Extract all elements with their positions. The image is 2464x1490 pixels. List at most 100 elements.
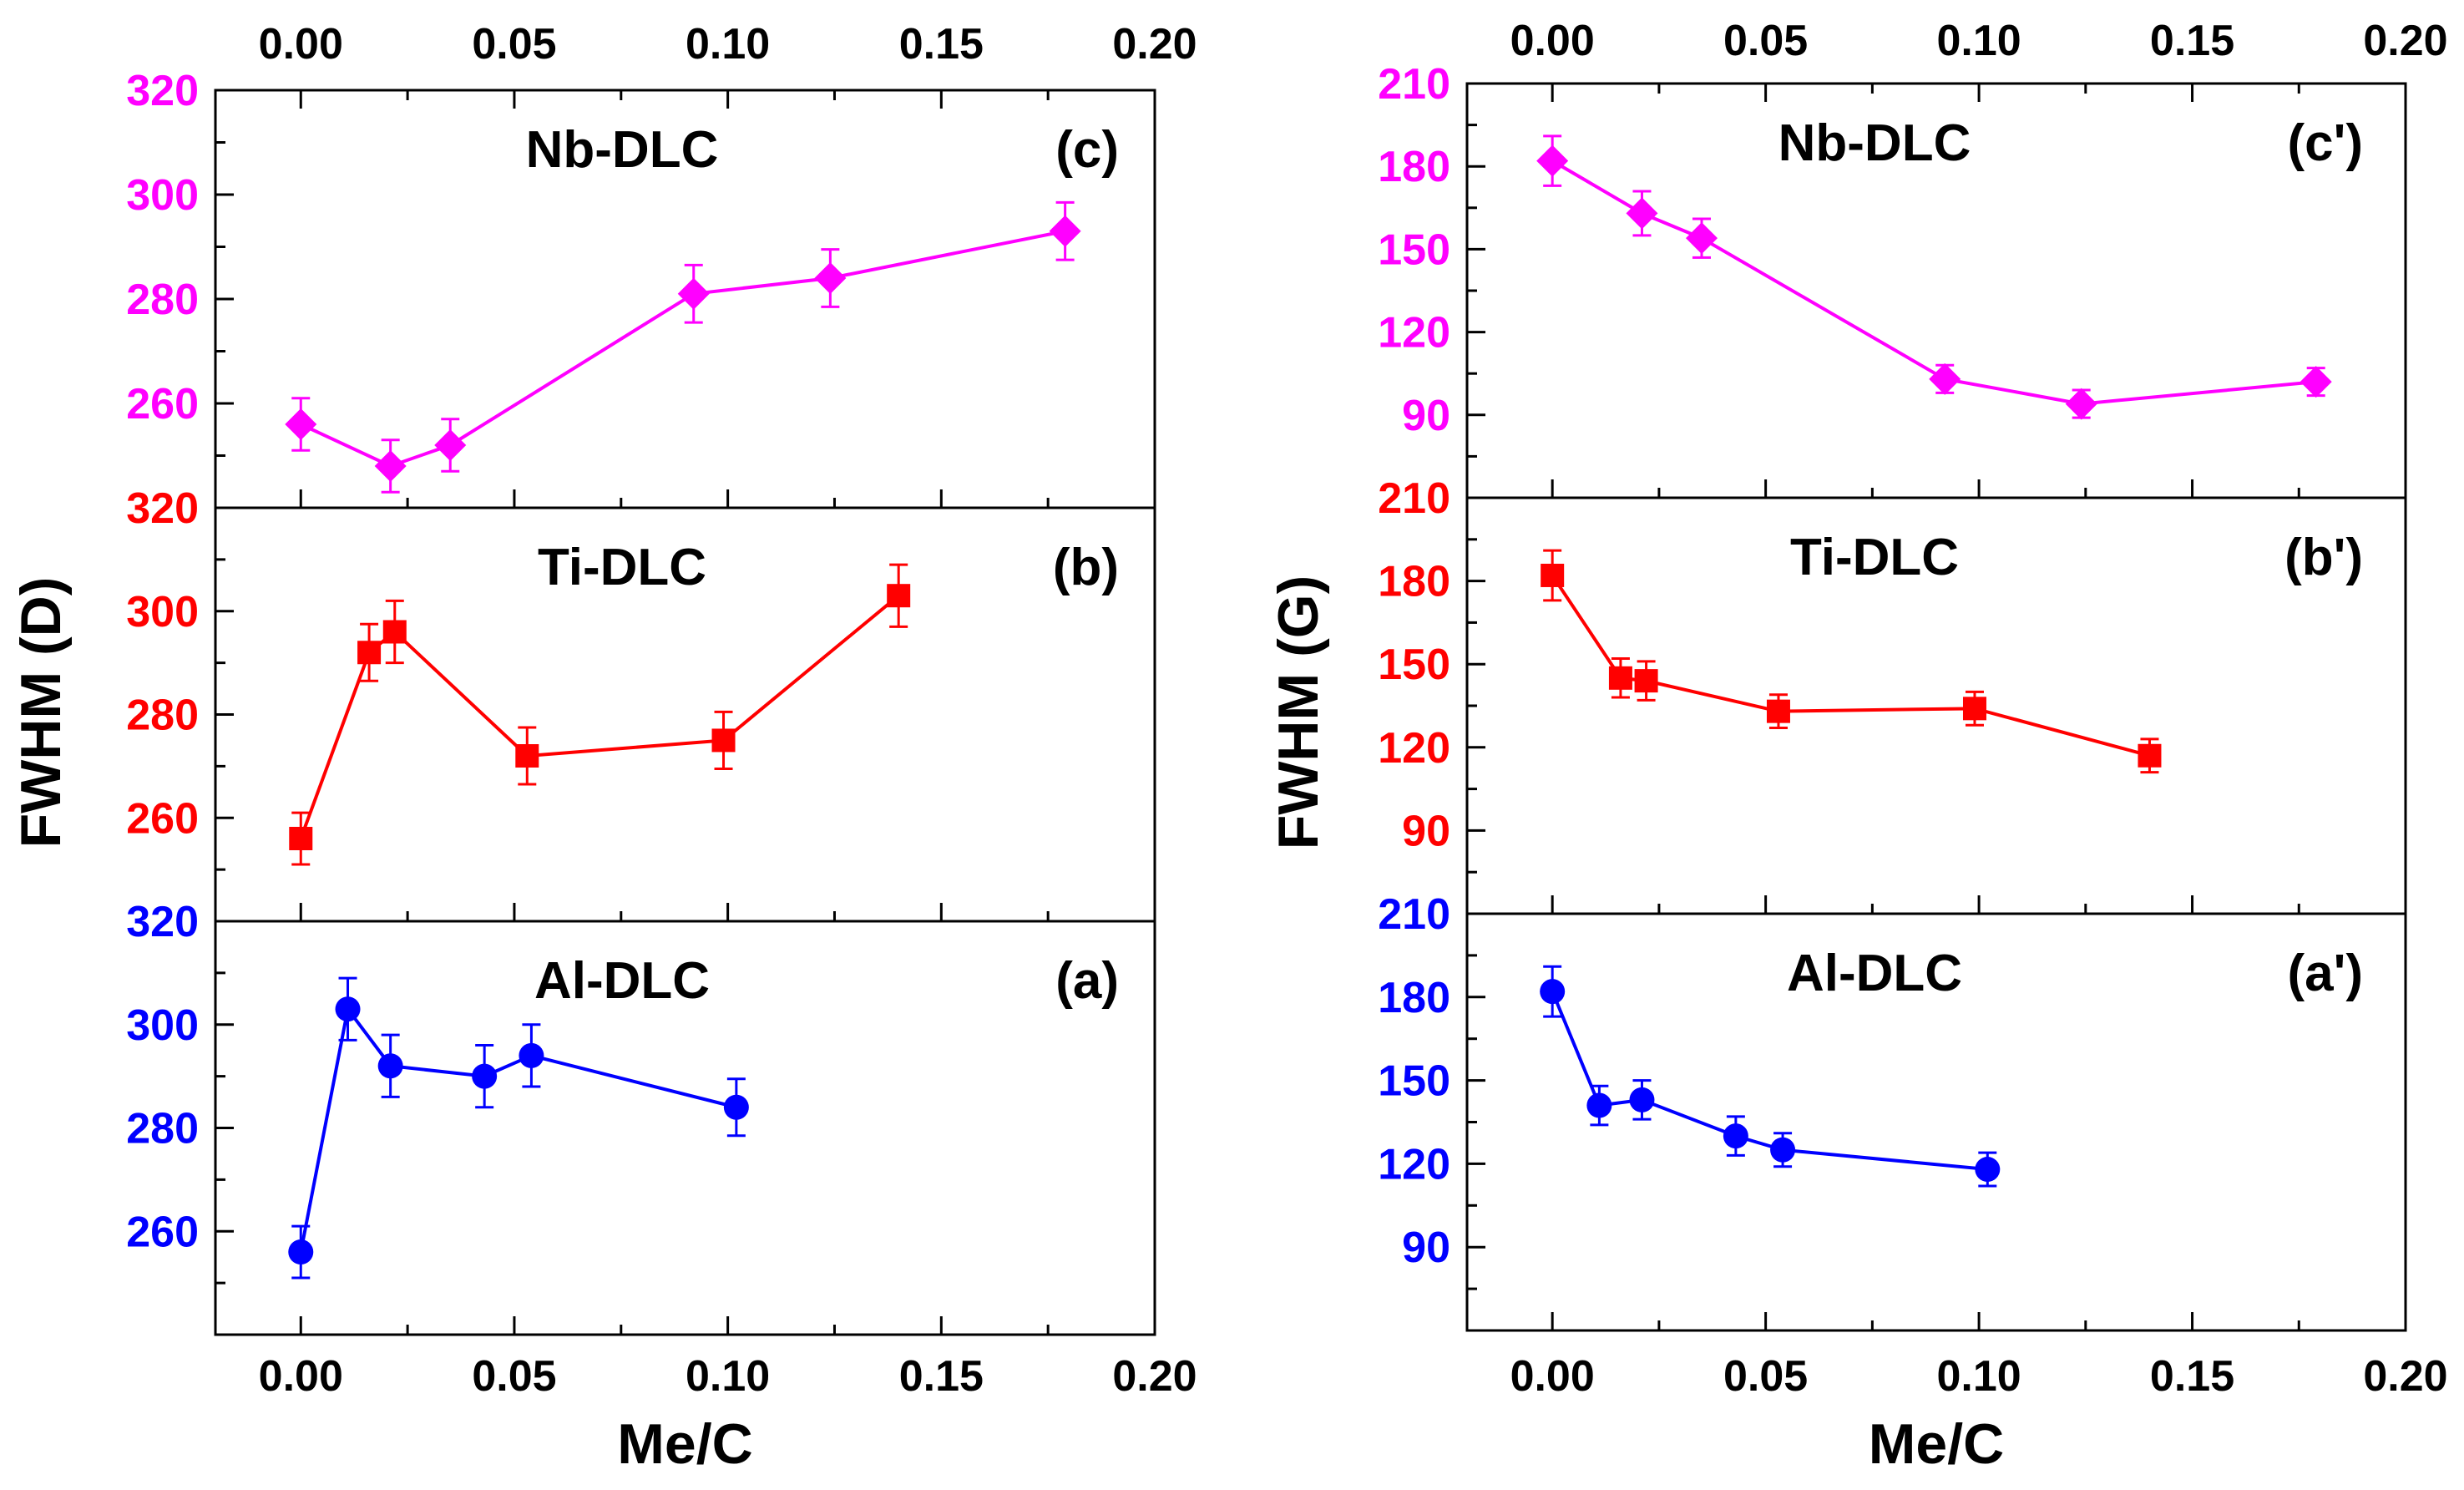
data-point bbox=[1686, 222, 1718, 255]
y-tick-label: 280 bbox=[126, 276, 199, 324]
series-line bbox=[300, 229, 1066, 469]
panel-tag: (a') bbox=[2287, 945, 2363, 1002]
x-tick-label-top: 0.10 bbox=[1936, 17, 2021, 65]
y-tick-label: 320 bbox=[126, 484, 199, 533]
data-point bbox=[1608, 666, 1632, 690]
y-tick-label: 120 bbox=[1378, 309, 1450, 357]
data-point bbox=[1541, 563, 1565, 587]
data-point bbox=[1536, 144, 1569, 177]
data-point bbox=[1626, 197, 1658, 230]
data-point bbox=[887, 584, 911, 608]
y-tick-label: 210 bbox=[1378, 474, 1450, 523]
panel-title: Ti-DLC bbox=[538, 539, 706, 596]
y-tick-label: 90 bbox=[1402, 1224, 1450, 1272]
data-point bbox=[285, 408, 317, 440]
data-point bbox=[515, 744, 539, 768]
data-point bbox=[434, 429, 467, 461]
data-point bbox=[1540, 979, 1566, 1005]
y-tick-label: 320 bbox=[126, 67, 199, 115]
data-point bbox=[1975, 1157, 2001, 1183]
x-tick-label-bottom: 0.15 bbox=[2150, 1352, 2234, 1401]
data-point bbox=[1049, 215, 1081, 247]
y-axis-title: FWHM (G) bbox=[1267, 575, 1330, 850]
x-tick-label-bottom: 0.05 bbox=[1723, 1352, 1808, 1401]
x-tick-label-bottom: 0.10 bbox=[686, 1352, 770, 1401]
data-point bbox=[723, 1094, 749, 1120]
y-tick-label: 260 bbox=[126, 1208, 199, 1256]
panel-ti-dlc: 90 120 150 180 210 Ti-DLC (b') bbox=[1378, 474, 2407, 915]
series-line bbox=[1551, 991, 1988, 1172]
data-point bbox=[1929, 362, 1961, 395]
y-tick-label: 210 bbox=[1378, 890, 1450, 939]
x-tick-label-top: 0.15 bbox=[899, 20, 984, 68]
data-point bbox=[357, 641, 382, 665]
panel-title: Al-DLC bbox=[534, 952, 710, 1010]
panel-tag: (b) bbox=[1053, 539, 1119, 596]
chart-figure-2: FWHM (G) Me/C 0.00 0.00 0.05 0.05 0.10 0.10 0.15… bbox=[1267, 17, 2448, 1476]
x-tick-label-top: 0.05 bbox=[1723, 17, 1808, 65]
data-point bbox=[1586, 1092, 1612, 1118]
y-tick-label: 150 bbox=[1378, 1057, 1450, 1106]
data-point bbox=[1629, 1087, 1655, 1112]
x-tick-label-top: 0.10 bbox=[686, 20, 770, 68]
x-tick-label-bottom: 0.00 bbox=[1510, 1352, 1595, 1401]
y-tick-label: 120 bbox=[1378, 724, 1450, 773]
y-tick-label: 260 bbox=[126, 380, 199, 428]
panel-nb-dlc: 90 120 150 180 210 Nb-DLC (c') bbox=[1378, 60, 2407, 499]
data-point bbox=[335, 996, 361, 1022]
y-tick-label: 280 bbox=[126, 1105, 199, 1153]
y-axis-title: FWHM (D) bbox=[9, 577, 73, 849]
x-axis-title: Me/C bbox=[1869, 1412, 2004, 1476]
data-point bbox=[382, 620, 407, 644]
x-tick-label-top: 0.05 bbox=[472, 20, 556, 68]
data-point bbox=[377, 1053, 403, 1079]
data-point bbox=[288, 1239, 314, 1264]
panel-al-dlc: 90 120 150 180 210 Al-DLC (a') bbox=[1378, 890, 2407, 1332]
panel-title: Nb-DLC bbox=[526, 121, 719, 179]
y-tick-label: 90 bbox=[1402, 392, 1450, 440]
panel-tag: (c) bbox=[1055, 121, 1119, 179]
x-tick-label-bottom: 0.20 bbox=[2363, 1352, 2447, 1401]
series-line bbox=[1551, 159, 2316, 406]
x-tick-label-bottom: 0.20 bbox=[1112, 1352, 1197, 1401]
panel-title: Nb-DLC bbox=[1778, 114, 1971, 172]
data-point bbox=[2300, 366, 2332, 398]
y-tick-label: 260 bbox=[126, 794, 199, 843]
data-point bbox=[1770, 1137, 1796, 1163]
data-point bbox=[374, 450, 407, 482]
x-tick-label-bottom: 0.00 bbox=[259, 1352, 343, 1401]
series-line bbox=[299, 594, 900, 839]
x-tick-label-top: 0.20 bbox=[2363, 17, 2447, 65]
panel-tag: (c') bbox=[2287, 114, 2363, 172]
data-point bbox=[1766, 699, 1790, 723]
x-axis-title: Me/C bbox=[617, 1412, 752, 1476]
data-point bbox=[1634, 669, 1658, 693]
series-line bbox=[299, 1005, 737, 1253]
y-tick-label: 150 bbox=[1378, 226, 1450, 274]
x-tick-label-top: 0.15 bbox=[2150, 17, 2234, 65]
y-tick-label: 90 bbox=[1402, 807, 1450, 855]
panel-title: Al-DLC bbox=[1787, 945, 1962, 1002]
x-tick-label-bottom: 0.15 bbox=[899, 1352, 984, 1401]
x-tick-label-top: 0.00 bbox=[1510, 17, 1595, 65]
panel-al-dlc: 260 280 300 320 Al-DLC (a) bbox=[126, 898, 1156, 1336]
data-point bbox=[677, 277, 710, 310]
data-point bbox=[2065, 388, 2097, 420]
panel-ti-dlc: 260 280 300 320 Ti-DLC (b) bbox=[126, 484, 1156, 923]
y-tick-label: 120 bbox=[1378, 1140, 1450, 1188]
panel-tag: (a) bbox=[1055, 952, 1119, 1010]
panel-tag: (b') bbox=[2284, 529, 2363, 586]
y-tick-label: 180 bbox=[1378, 974, 1450, 1022]
data-point bbox=[2138, 743, 2162, 768]
data-point bbox=[814, 262, 847, 294]
y-tick-label: 180 bbox=[1378, 143, 1450, 191]
y-tick-label: 300 bbox=[126, 171, 199, 220]
data-point bbox=[1723, 1123, 1748, 1149]
y-tick-label: 300 bbox=[126, 1001, 199, 1050]
x-tick-label-bottom: 0.10 bbox=[1936, 1352, 2021, 1401]
y-tick-label: 320 bbox=[126, 898, 199, 946]
y-tick-label: 150 bbox=[1378, 641, 1450, 689]
data-point bbox=[472, 1063, 498, 1089]
y-tick-label: 300 bbox=[126, 588, 199, 636]
